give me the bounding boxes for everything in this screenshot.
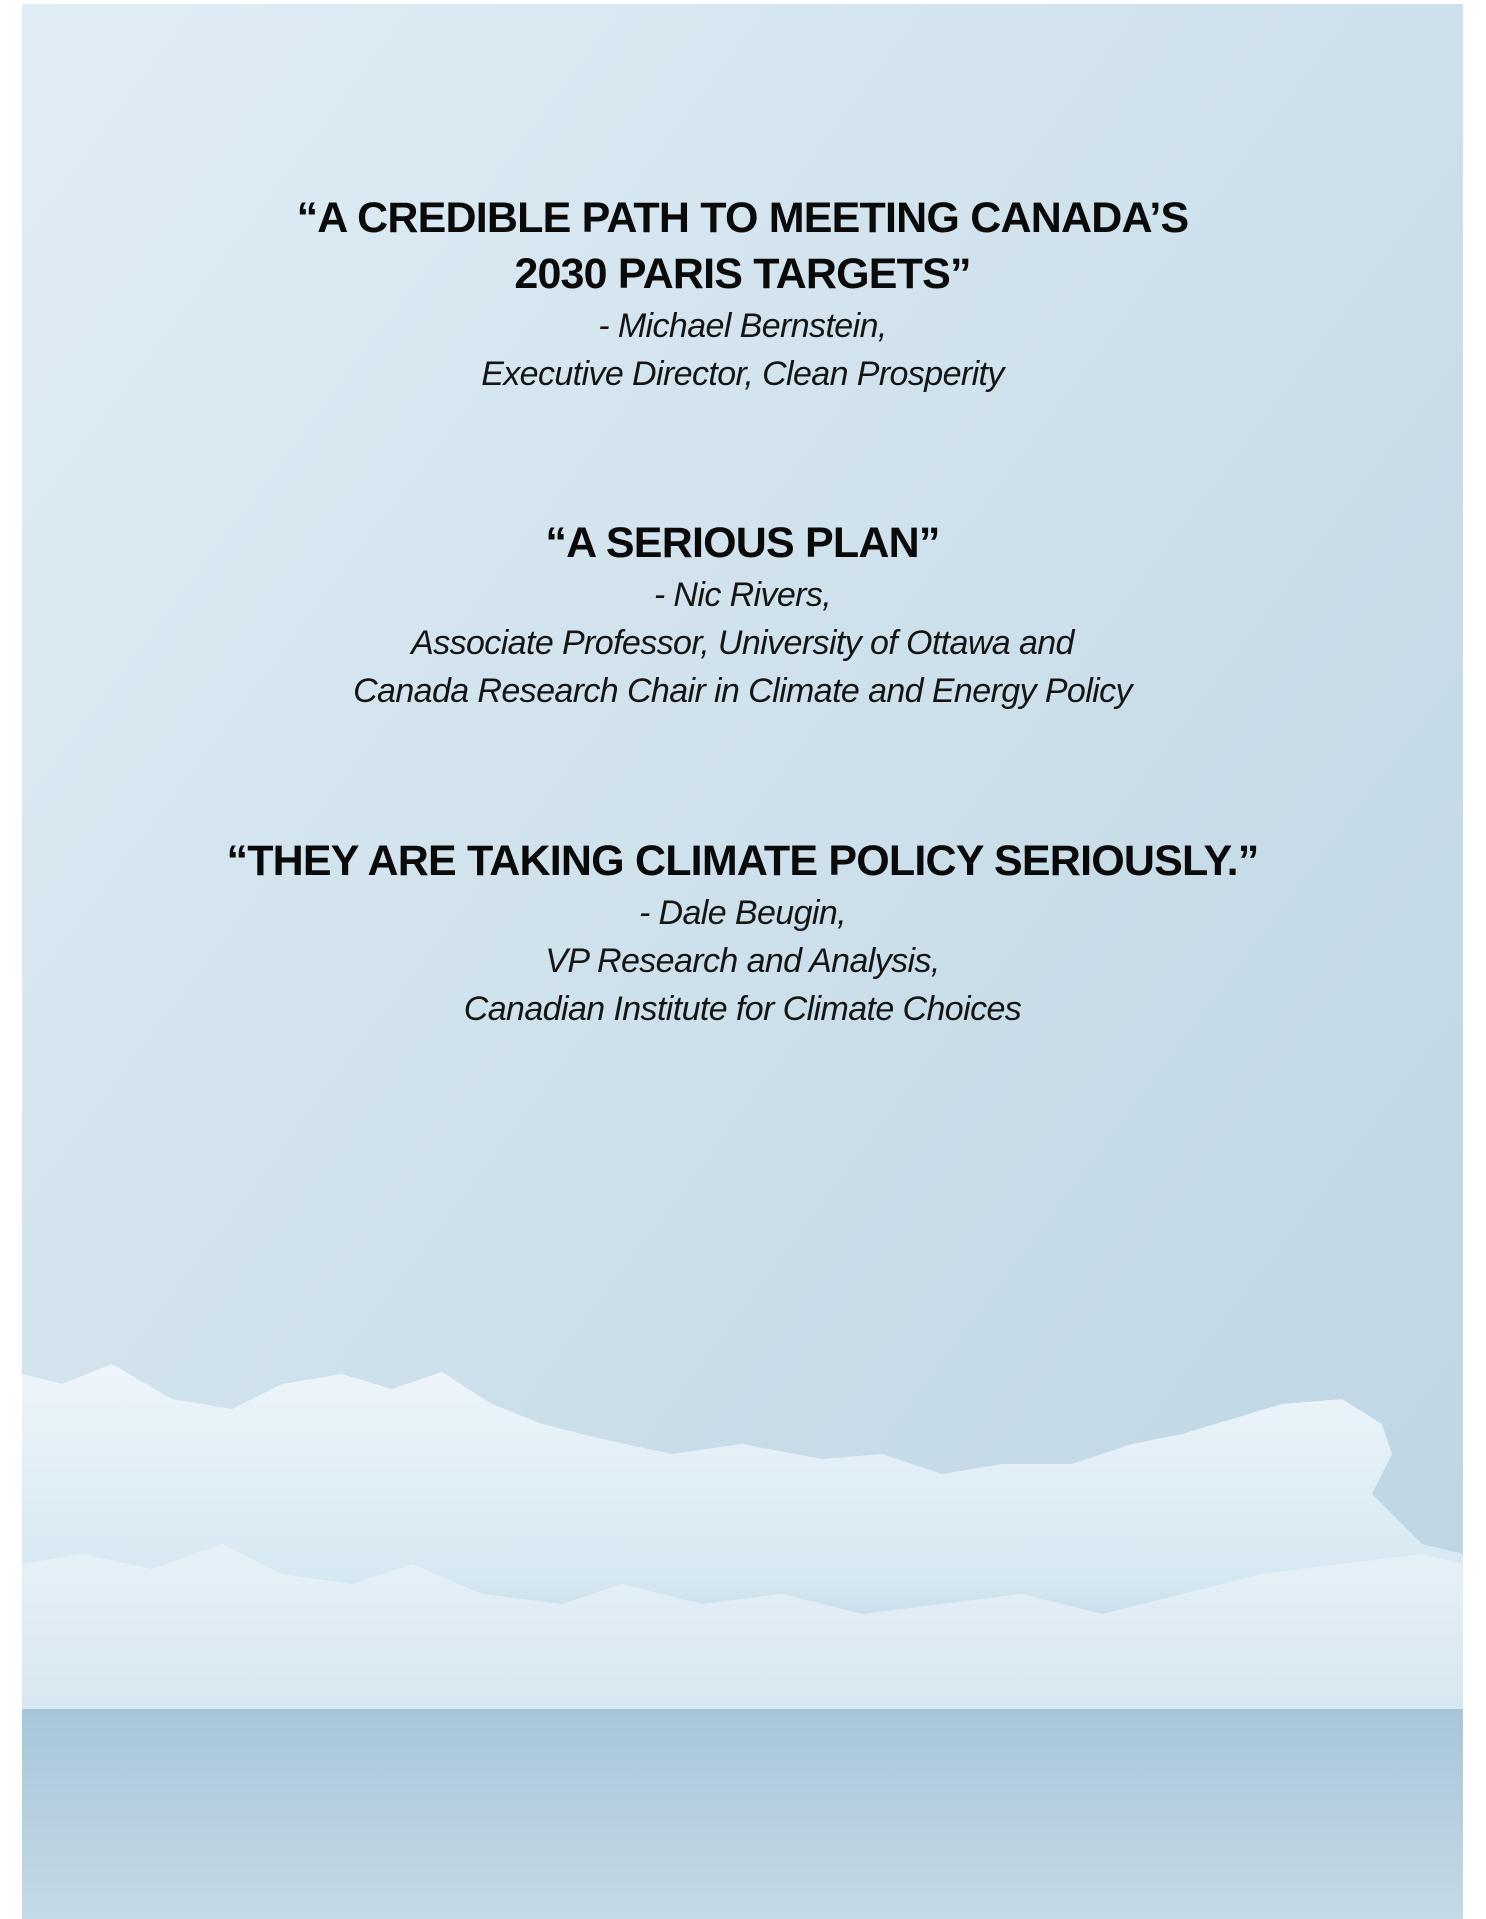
attribution-line: - Michael Bernstein, bbox=[598, 307, 887, 345]
quote-block: “A CREDIBLE PATH TO MEETING CANADA’S 203… bbox=[22, 190, 1463, 398]
quote-block: “A SERIOUS PLAN” - Nic Rivers, Associate… bbox=[22, 515, 1463, 715]
attribution-line: Canadian Institute for Climate Choices bbox=[463, 990, 1022, 1028]
quote-line: 2030 PARIS TARGETS” bbox=[514, 250, 971, 298]
attribution-line: Canada Research Chair in Climate and Ene… bbox=[353, 672, 1132, 710]
background-photo bbox=[22, 4, 1463, 1919]
quote-block: “THEY ARE TAKING CLIMATE POLICY SERIOUSL… bbox=[22, 833, 1463, 1033]
attribution-line: VP Research and Analysis, bbox=[545, 942, 940, 980]
quote-line: “A CREDIBLE PATH TO MEETING CANADA’S bbox=[296, 194, 1190, 242]
attribution-line: Executive Director, Clean Prosperity bbox=[481, 355, 1004, 393]
attribution-line: - Dale Beugin, bbox=[638, 894, 847, 932]
attribution-line: Associate Professor, University of Ottaw… bbox=[411, 624, 1074, 662]
attribution-line: - Nic Rivers, bbox=[653, 576, 832, 614]
quote-line: “THEY ARE TAKING CLIMATE POLICY SERIOUSL… bbox=[226, 837, 1260, 885]
quote-line: “A SERIOUS PLAN” bbox=[545, 519, 940, 567]
